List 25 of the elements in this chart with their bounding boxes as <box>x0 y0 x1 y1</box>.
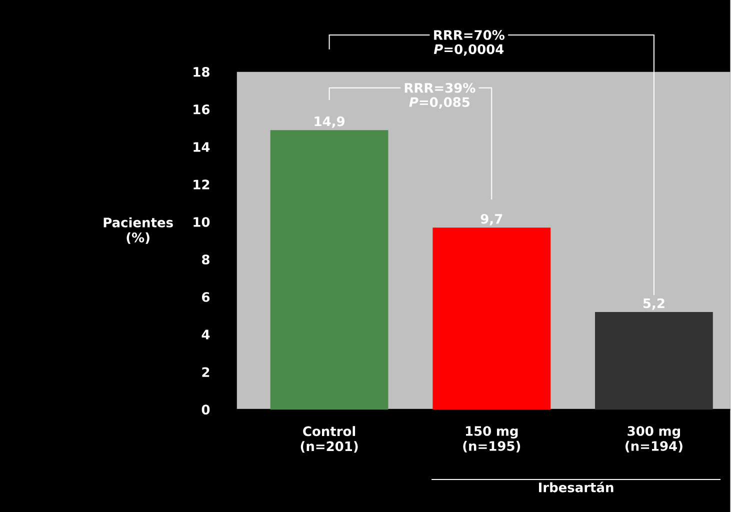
y-tick-label: 12 <box>194 179 210 190</box>
y-tick-label: 14 <box>194 142 210 152</box>
data-label: 14,9 <box>314 116 344 128</box>
y-tick-label: 10 <box>194 216 210 227</box>
text: Irbesartán <box>538 482 614 492</box>
y-tick-label: 8 <box>202 254 210 264</box>
annotation: P=0,085 <box>409 96 470 108</box>
text: P=0,0004 <box>434 44 504 56</box>
data-label: 9,7 <box>480 214 502 226</box>
y-tick-label: 2 <box>202 366 210 377</box>
annotation: RRR=39% <box>404 82 476 93</box>
y-axis-title: Pacientes (%) <box>104 217 173 244</box>
y-tick-label: 0 <box>202 404 210 414</box>
y-tick-label: 6 <box>202 292 210 302</box>
text: RRR=70% <box>434 30 504 40</box>
y-tick-label: 4 <box>202 330 210 340</box>
x-tick-label: 300 mg (n=194) <box>626 426 682 452</box>
bar <box>270 130 388 410</box>
bar <box>595 312 713 410</box>
x-tick-label: 150 mg (n=195) <box>463 426 520 452</box>
x-tick-label: Control (n=201) <box>300 426 358 452</box>
y-tick-label: 16 <box>194 104 210 114</box>
data-label: 5,2 <box>643 298 664 310</box>
y-tick-label: 18 <box>194 66 210 77</box>
bar <box>432 227 551 410</box>
